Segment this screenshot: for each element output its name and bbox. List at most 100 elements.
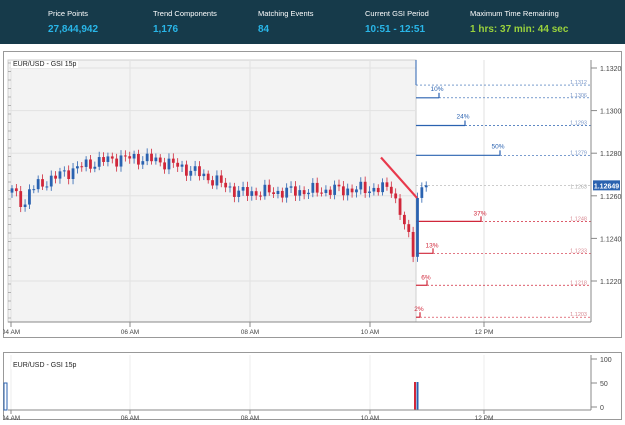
volume-chart[interactable]: 100 50 0 04 AM 06 AM 08 AM 10 AM 12 PM (2, 352, 622, 422)
candle-body (128, 156, 132, 159)
candle-body (171, 158, 175, 163)
trend-line (380, 156, 418, 199)
volume-bar (414, 382, 416, 410)
candle-body (254, 191, 258, 196)
candle-body (376, 187, 380, 193)
candle-body (285, 187, 289, 198)
candle-body (237, 190, 241, 197)
stat-value: 27,844,942 (48, 24, 99, 35)
candle-body (163, 162, 166, 170)
level-price-label: 1.1293 (570, 121, 587, 127)
candle-body (41, 179, 44, 187)
candle-body (198, 166, 201, 177)
candle-body (341, 186, 345, 196)
candle-body (298, 190, 302, 196)
level-price-label: 1.1263 (570, 184, 587, 190)
candle-body (19, 191, 23, 207)
level-price-label: 1.1218 (570, 280, 587, 286)
candle-body (333, 184, 337, 195)
candle-body (36, 179, 40, 190)
candle-body (137, 153, 140, 165)
candle-body (320, 192, 323, 194)
candle-body (28, 189, 31, 205)
down-level-pct: 6% (421, 274, 431, 281)
candle-body (32, 189, 36, 191)
candle-body (224, 182, 228, 188)
candle-body (84, 159, 88, 167)
y-tick-label: 1.1220 (600, 279, 622, 286)
candle-body (411, 231, 415, 257)
candle-body (80, 166, 84, 168)
candle-body (132, 153, 136, 159)
level-price-label: 1.1306 (570, 93, 587, 99)
stat-value: 10:51 - 12:51 (365, 24, 426, 35)
candle-body (389, 186, 393, 194)
stat-value: 1 hrs: 37 min: 44 sec (470, 24, 569, 35)
vol-x-tick-label: 04 AM (3, 415, 20, 420)
vol-x-tick-label: 08 AM (241, 415, 259, 420)
candle-body (398, 198, 402, 215)
candle-body (119, 155, 123, 167)
level-price-label: 1.1248 (570, 216, 587, 222)
x-tick-label: 04 AM (3, 329, 20, 336)
candle-body (154, 157, 158, 162)
stat-trend-components: Trend Components 1,176 (153, 9, 217, 35)
y-tick-label: 1.1300 (600, 109, 622, 116)
candle-body (93, 166, 97, 169)
candle-body (141, 161, 145, 165)
candle-body (23, 204, 27, 207)
candle-body (346, 188, 350, 196)
stat-label: Price Points (48, 9, 89, 18)
candle-body (246, 187, 249, 196)
candle-body (403, 214, 406, 225)
volume-bar (416, 382, 419, 410)
vol-y-tick-label: 0 (600, 405, 604, 412)
stat-gsi-period: Current GSI Period 10:51 - 12:51 (365, 9, 429, 35)
candle-body (276, 190, 280, 195)
candle-body (102, 157, 105, 162)
vol-y-tick-label: 50 (600, 381, 608, 388)
up-level-pct: 24% (456, 114, 469, 121)
candle-body (307, 192, 310, 195)
candle-body (202, 173, 206, 177)
candle-body (315, 182, 319, 193)
candle-body (272, 192, 275, 195)
candle-body (280, 190, 284, 198)
candle-body (193, 166, 197, 171)
candle-body (89, 159, 92, 169)
candle-body (211, 180, 214, 186)
level-price-label: 1.1203 (570, 312, 587, 318)
candle-body (185, 164, 188, 176)
candle-body (302, 190, 306, 195)
price-chart-panel[interactable]: 1.1312 1.1306 1.1293 1.1279 1.1263 1.1248 1.12… (2, 51, 622, 338)
vol-x-tick-label: 12 PM (475, 415, 494, 420)
volume-chart-panel[interactable]: 100 50 0 04 AM 06 AM 08 AM 10 AM 12 PM EUR/USD … (2, 352, 622, 422)
stat-label: Trend Components (153, 9, 217, 18)
candle-body (289, 186, 293, 188)
candle-body (385, 182, 389, 187)
price-chart[interactable]: 1.1312 1.1306 1.1293 1.1279 1.1263 1.1248 1.12… (2, 51, 622, 338)
candle-body (368, 191, 371, 194)
candle-body (228, 186, 232, 188)
vol-x-tick-label: 06 AM (121, 415, 139, 420)
stat-value: 84 (258, 24, 270, 35)
down-level-pct: 2% (414, 306, 424, 313)
candle-body (71, 168, 75, 180)
candle-body (76, 166, 79, 169)
candle-body (324, 189, 328, 193)
stat-label: Maximum Time Remaining (470, 9, 559, 18)
candle-body (167, 158, 171, 170)
stat-time-remaining: Maximum Time Remaining 1 hrs: 37 min: 44… (470, 9, 568, 35)
y-tick-label: 1.1320 (600, 66, 622, 73)
current-price-label: 1.12649 (594, 183, 619, 190)
price-pane-title: EUR/USD - GSI 15p (11, 61, 79, 68)
candle-body (394, 193, 398, 199)
x-tick-label: 06 AM (121, 329, 139, 336)
candle-body (45, 186, 49, 188)
current-price-badge (593, 180, 620, 191)
candle-body (232, 186, 236, 197)
candle-body (294, 186, 297, 196)
candle-body (241, 187, 245, 191)
stat-label: Current GSI Period (365, 9, 429, 18)
candle-body (219, 175, 223, 183)
